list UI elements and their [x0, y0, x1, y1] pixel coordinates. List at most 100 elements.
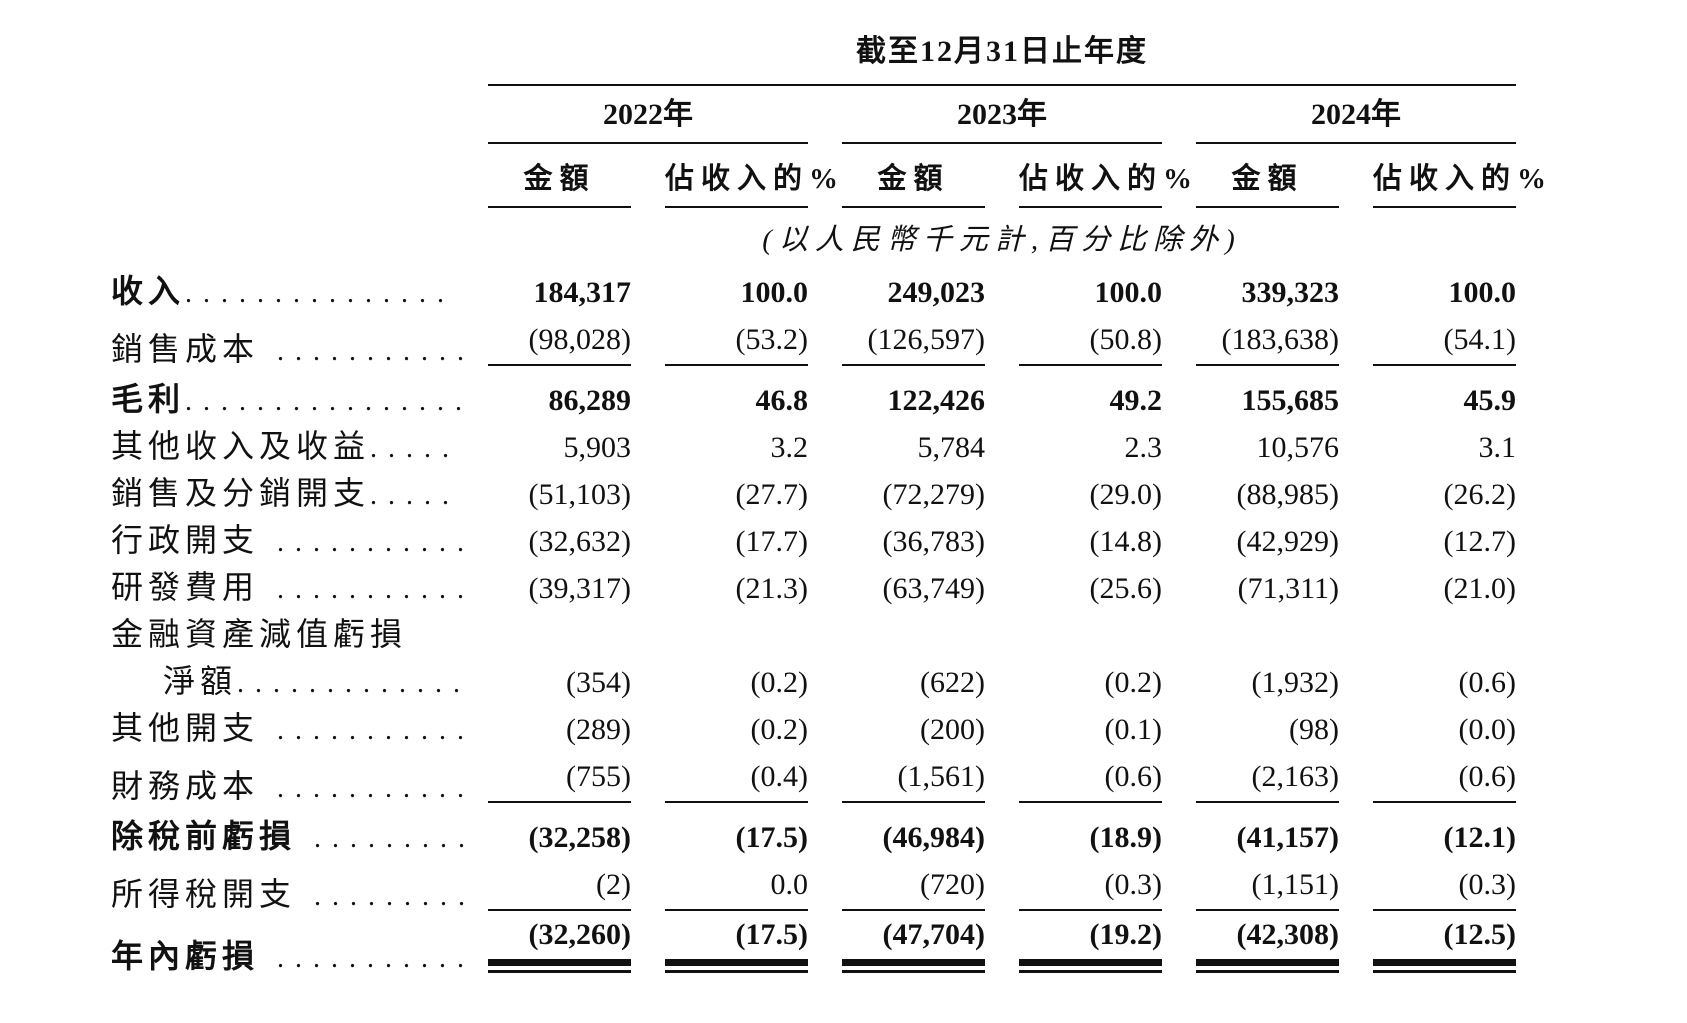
amount-2024: (41,157)	[1236, 821, 1339, 854]
pct-2022: (0.2)	[750, 666, 808, 699]
units-note-row: (以人民幣千元計,百分比除外)	[105, 208, 1533, 258]
amount-2024: 339,323	[1241, 276, 1340, 309]
pct-2023: (0.1)	[1104, 713, 1162, 746]
dot-leader: ...........	[259, 336, 476, 367]
pct-2024: (26.2)	[1443, 478, 1517, 511]
amount-2022: (51,103)	[528, 478, 631, 511]
amount-2024: (42,929)	[1236, 525, 1339, 558]
row-label: 毛利	[111, 381, 186, 417]
amount-2023: (126,597)	[867, 323, 985, 356]
amount-2024: 10,576	[1256, 431, 1340, 464]
dot-leader: .....	[370, 433, 461, 464]
pct-2023: (25.6)	[1089, 572, 1162, 605]
dot-leader: ...........	[259, 527, 476, 558]
amount-2022: (98,028)	[528, 323, 631, 356]
row-label: 銷售及分銷開支	[111, 475, 371, 511]
amount-2022: 184,317	[533, 276, 632, 309]
pct-2023: (0.6)	[1104, 760, 1162, 793]
amount-2023: (63,749)	[882, 572, 985, 605]
row-income-tax-expense: 所得稅開支 ......... (2) 0.0 (720) (0.3) (1,1…	[105, 853, 1533, 911]
row-label: 其他開支	[111, 710, 260, 746]
pct-2022: (0.4)	[750, 760, 808, 793]
pct-2023: (50.8)	[1089, 323, 1162, 356]
pct-2022: (17.5)	[735, 821, 808, 854]
row-other-expenses: 其他開支 ........... (289) (0.2) (200) (0.1)…	[105, 698, 1533, 745]
year-header-row: 2022年 2023年 2024年	[105, 86, 1533, 144]
row-administrative-expenses: 行政開支 ........... (32,632) (17.7) (36,783…	[105, 510, 1533, 557]
pct-2024: 100.0	[1448, 276, 1517, 309]
pct-of-revenue-header-2023: 佔收入的%	[1019, 155, 1192, 208]
period-header-row: 截至12月31日止年度	[105, 26, 1533, 86]
row-label: 所得稅開支	[111, 876, 297, 912]
amount-2022: (289)	[566, 713, 631, 746]
row-label: 金融資產減值虧損	[111, 616, 408, 652]
amount-2024: (88,985)	[1236, 478, 1339, 511]
pct-2024: 3.1	[1478, 431, 1517, 464]
dot-leader: ...........	[259, 943, 476, 974]
amount-2023: (200)	[920, 713, 985, 746]
amount-2024: (1,151)	[1251, 868, 1339, 901]
amount-2024: (71,311)	[1237, 572, 1339, 605]
row-finance-costs: 財務成本 ........... (755) (0.4) (1,561) (0.…	[105, 745, 1533, 803]
amount-2024: 155,685	[1241, 384, 1340, 417]
pct-2024: (12.1)	[1443, 821, 1517, 854]
dot-leader: ...............	[185, 278, 456, 309]
row-label: 收入	[111, 273, 186, 309]
income-statement-table: 截至12月31日止年度 2022年 2023年 2024年 金額 佔收入的% 金…	[105, 26, 1546, 974]
row-revenue: 收入............... 184,317 100.0 249,023 …	[105, 258, 1533, 308]
dot-leader: ...........	[259, 773, 476, 804]
pct-2023: 49.2	[1109, 384, 1163, 417]
pct-2022: (27.7)	[735, 478, 808, 511]
amount-2024: (42,308)	[1236, 918, 1339, 951]
row-label: 其他收入及收益	[111, 428, 371, 464]
pct-2024: (54.1)	[1443, 323, 1517, 356]
dot-leader: .............	[237, 668, 472, 699]
row-label: 財務成本	[111, 768, 260, 804]
pct-of-revenue-header-2022: 佔收入的%	[665, 155, 838, 208]
row-label: 銷售成本	[111, 331, 260, 367]
pct-2024: 45.9	[1463, 384, 1517, 417]
pct-2022: (53.2)	[735, 323, 808, 356]
pct-2024: (21.0)	[1443, 572, 1517, 605]
amount-2022: (354)	[566, 666, 631, 699]
pct-2022: 3.2	[770, 431, 809, 464]
row-impairment-losses-net: 淨額............. (354) (0.2) (622) (0.2) …	[105, 651, 1533, 698]
amount-2022: (755)	[566, 760, 631, 793]
dot-leader: .........	[296, 881, 477, 912]
amount-2022: 5,903	[563, 431, 632, 464]
pct-2022: (0.2)	[750, 713, 808, 746]
row-cost-of-sales: 銷售成本 ........... (98,028) (53.2) (126,59…	[105, 308, 1533, 366]
amount-2024: (1,932)	[1251, 666, 1339, 699]
pct-2023: (18.9)	[1089, 821, 1162, 854]
year-2022-label: 2022年	[488, 89, 808, 144]
amount-2022: (39,317)	[528, 572, 631, 605]
dot-leader: ...........	[259, 715, 476, 746]
pct-2022: 46.8	[755, 384, 809, 417]
row-impairment-losses-label: 金融資產減值虧損	[105, 604, 1533, 651]
units-note: (以人民幣千元計,百分比除外)	[762, 224, 1242, 256]
amount-2024: (183,638)	[1221, 323, 1339, 356]
row-selling-and-distribution-expenses: 銷售及分銷開支..... (51,103) (27.7) (72,279) (2…	[105, 463, 1533, 510]
pct-2022: 0.0	[770, 868, 809, 901]
pct-2023: 2.3	[1124, 431, 1163, 464]
amount-2024: (2,163)	[1251, 760, 1339, 793]
row-label: 年內虧損	[111, 938, 260, 974]
amount-2023: (720)	[920, 868, 985, 901]
dot-leader: .....	[370, 480, 461, 511]
row-gross-profit: 毛利................ 86,289 46.8 122,426 4…	[105, 366, 1533, 416]
amount-2022: (32,632)	[528, 525, 631, 558]
amount-2023: (1,561)	[897, 760, 985, 793]
pct-2024: (0.6)	[1458, 760, 1517, 793]
pct-2023: (0.3)	[1104, 868, 1162, 901]
row-label: 淨額	[163, 663, 238, 699]
pct-2023: 100.0	[1094, 276, 1163, 309]
row-label: 行政開支	[111, 522, 260, 558]
amount-2023: (36,783)	[882, 525, 985, 558]
pct-2022: (21.3)	[735, 572, 808, 605]
pct-2022: (17.5)	[735, 918, 808, 951]
pct-2024: (0.3)	[1458, 868, 1517, 901]
amount-header-2023: 金額	[842, 155, 985, 208]
pct-2023: (19.2)	[1089, 918, 1162, 951]
row-label: 研發費用	[111, 569, 260, 605]
amount-header-2022: 金額	[488, 155, 631, 208]
